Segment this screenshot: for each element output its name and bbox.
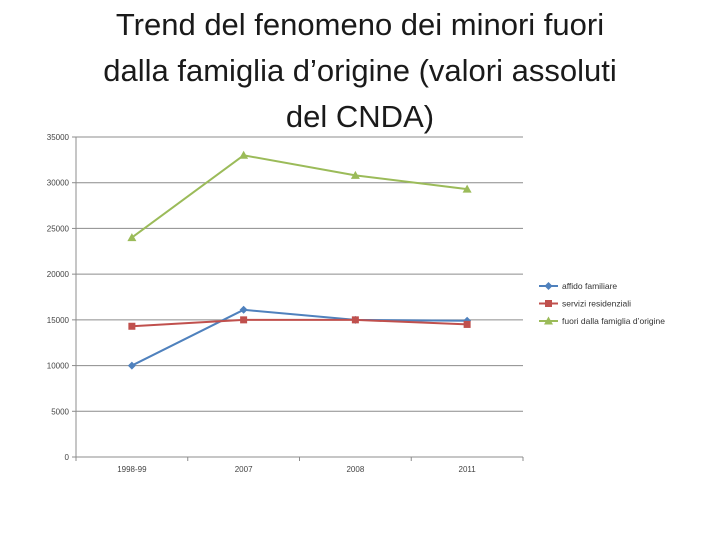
legend-marker — [544, 282, 553, 290]
y-tick-label: 0 — [65, 453, 70, 462]
y-tick-label: 30000 — [47, 179, 70, 188]
y-axis-ticks: 0 5000 10000 15000 20000 25000 30000 35000 — [47, 133, 76, 462]
title-line-3: del CNDA) — [285, 99, 435, 134]
title-line-2: dalla famiglia d’origine (valori assolut… — [103, 53, 617, 88]
legend: affido familiare servizi residenziali fuor… — [539, 281, 665, 326]
data-point — [240, 316, 248, 324]
data-point — [128, 322, 136, 330]
legend-marker — [545, 300, 552, 307]
y-tick-label: 15000 — [47, 316, 70, 325]
legend-label: fuori dalla famiglia d’origine — [562, 316, 665, 326]
x-tick-label: 2007 — [235, 465, 253, 474]
x-axis-ticks: 1998-99 2007 2008 2011 — [75, 457, 524, 474]
series-group — [127, 150, 472, 370]
data-point — [350, 170, 360, 179]
title-line-1: Trend del fenomeno dei minori fuori — [115, 7, 605, 42]
legend-label: servizi residenziali — [562, 299, 631, 309]
x-tick-label: 1998-99 — [117, 465, 147, 474]
y-tick-label: 10000 — [47, 362, 70, 371]
y-tick-label: 35000 — [47, 133, 70, 142]
y-tick-label: 25000 — [47, 224, 70, 233]
series-line-2 — [131, 154, 468, 239]
data-point — [351, 316, 359, 324]
slide-title: Trend del fenomeno dei minori fuori dall… — [20, 2, 700, 140]
series-line-0 — [131, 308, 468, 367]
legend-marker — [544, 316, 553, 325]
grid-lines — [76, 136, 523, 412]
x-tick-label: 2011 — [459, 465, 477, 474]
x-tick-label: 2008 — [346, 465, 364, 474]
data-point — [463, 320, 471, 328]
data-point — [239, 150, 249, 159]
legend-label: affido familiare — [562, 281, 617, 291]
chart-axes — [75, 137, 523, 458]
data-point — [127, 361, 136, 370]
series-line-1 — [131, 318, 468, 328]
y-tick-label: 20000 — [47, 270, 70, 279]
y-tick-label: 5000 — [51, 407, 69, 416]
data-point — [239, 305, 248, 314]
data-point — [462, 184, 472, 193]
data-point — [127, 233, 137, 242]
